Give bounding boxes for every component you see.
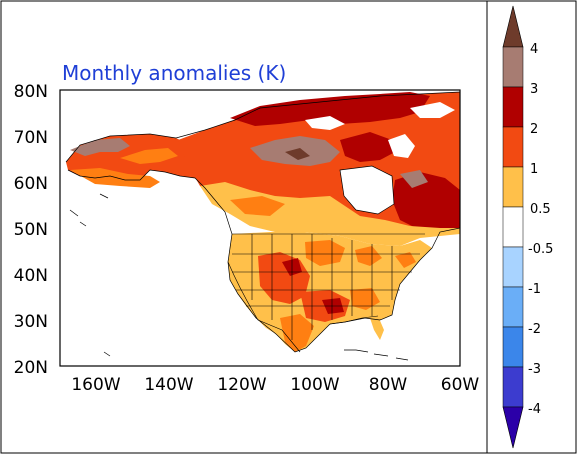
colorbar-swatch [502,246,524,288]
anomaly-region-us-plains [305,240,345,266]
lat-label: 40N [14,266,48,286]
map-title: Monthly anomalies (K) [62,61,286,85]
colorbar-label: -3 [528,362,541,377]
colorbar-swatch [502,326,524,368]
colorbar-swatch [502,206,524,248]
colorbar-top-arrow [502,5,524,48]
colorbar-label: -4 [528,402,541,417]
anomaly-region-us-northeast [395,252,416,268]
anomaly-region-peak [285,148,310,160]
anomaly-region-us-midwest [355,246,382,266]
anomaly-region-arctic-islands [230,92,430,126]
lat-axis: 80N 70N 60N 50N 40N 30N 20N [14,82,48,378]
colorbar-label: -0.5 [528,242,553,257]
lon-axis: 160W 140W 120W 100W 80W 60W [71,375,479,395]
map-border [59,89,461,367]
colorbar-label: -2 [528,322,541,337]
lon-label: 120W [217,375,266,395]
colorbar: 4 3 2 1 0.5 -0.5 -1 -2 -3 -4 [502,5,553,449]
florida [370,316,384,340]
anomaly-region-alaska-high [70,138,130,156]
lon-label: 140W [144,375,193,395]
lon-label: 100W [290,375,339,395]
colorbar-swatch [502,166,524,208]
colorbar-label: 1 [530,162,538,177]
colorbar-label: 3 [530,82,538,97]
lat-label: 80N [14,82,48,102]
anomaly-region-labrador [392,172,460,232]
colorbar-swatch [502,286,524,328]
lat-label: 20N [14,358,48,378]
colorbar-label: 2 [530,122,538,137]
colorbar-swatch [502,126,524,168]
lat-label: 50N [14,220,48,240]
arctic-white-patch-2 [305,116,345,130]
arctic-white-patch [388,134,415,158]
colorbar-label: 4 [530,42,538,57]
anomaly-region-bc [230,196,285,216]
colorbar-bottom-arrow [502,406,524,449]
colorbar-label: 0.5 [530,202,551,217]
lon-label: 60W [441,375,480,395]
lat-label: 70N [14,128,48,148]
anomaly-region-alaska-mid [120,148,178,164]
map-panel: 80N 70N 60N 50N 40N 30N 20N 160W 140W 12… [14,82,480,395]
anomaly-region-us-southeast [350,288,380,310]
coastlines [65,91,460,361]
colorbar-swatch [502,366,524,408]
arctic-white-patch-3 [410,102,455,118]
anomaly-region-alaska-south [70,168,160,188]
anomaly-region-mexico [280,314,314,352]
colorbar-swatch [502,46,524,88]
colorbar-label: -1 [528,282,541,297]
lat-label: 60N [14,174,48,194]
lon-label: 160W [71,375,120,395]
lon-label: 80W [369,375,408,395]
anomaly-region-hudson [340,132,395,162]
lat-label: 30N [14,312,48,332]
colorbar-swatch [502,86,524,128]
anomaly-region-labrador-high [400,170,428,188]
hudson-bay [340,166,394,214]
